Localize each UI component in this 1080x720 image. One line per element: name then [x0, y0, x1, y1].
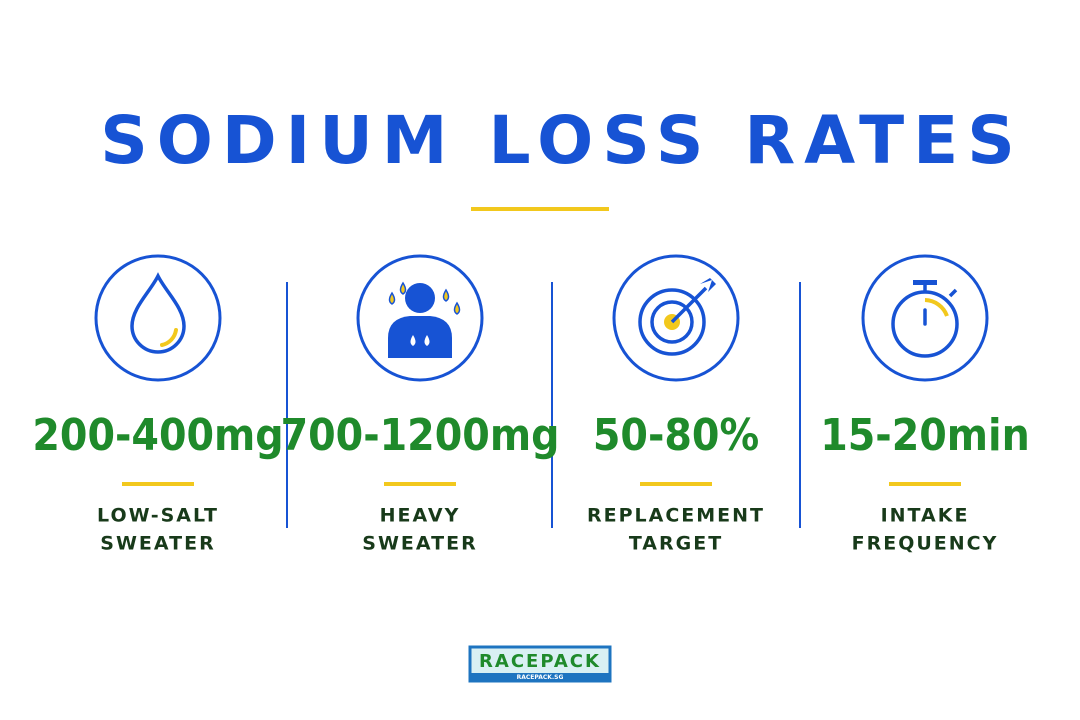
stat-label: SWEATER	[100, 533, 215, 555]
logo-text: RACEPACK	[479, 651, 601, 672]
stat-label: INTAKE	[881, 505, 970, 527]
stat-label: SWEATER	[362, 533, 477, 555]
target-icon	[612, 254, 740, 382]
title: SODIUM LOSS RATES	[100, 102, 1024, 179]
person-icon	[356, 254, 484, 382]
stat-label: HEAVY	[380, 505, 461, 527]
drop-icon	[94, 254, 222, 382]
logo-site: RACEPACK.SG	[517, 674, 564, 681]
stat-value: 700-1200mg	[281, 410, 560, 461]
stat-label: TARGET	[629, 533, 723, 555]
stat-value: 50-80%	[593, 410, 759, 461]
stat-label: FREQUENCY	[852, 533, 999, 555]
stat-value: 15-20min	[820, 410, 1030, 461]
stat-label: LOW-SALT	[97, 505, 219, 527]
stat-value: 200-400mg	[32, 410, 283, 461]
stopwatch-icon	[861, 254, 989, 382]
logo: RACEPACK RACEPACK.SG	[468, 645, 612, 683]
stat-label: REPLACEMENT	[587, 505, 765, 527]
